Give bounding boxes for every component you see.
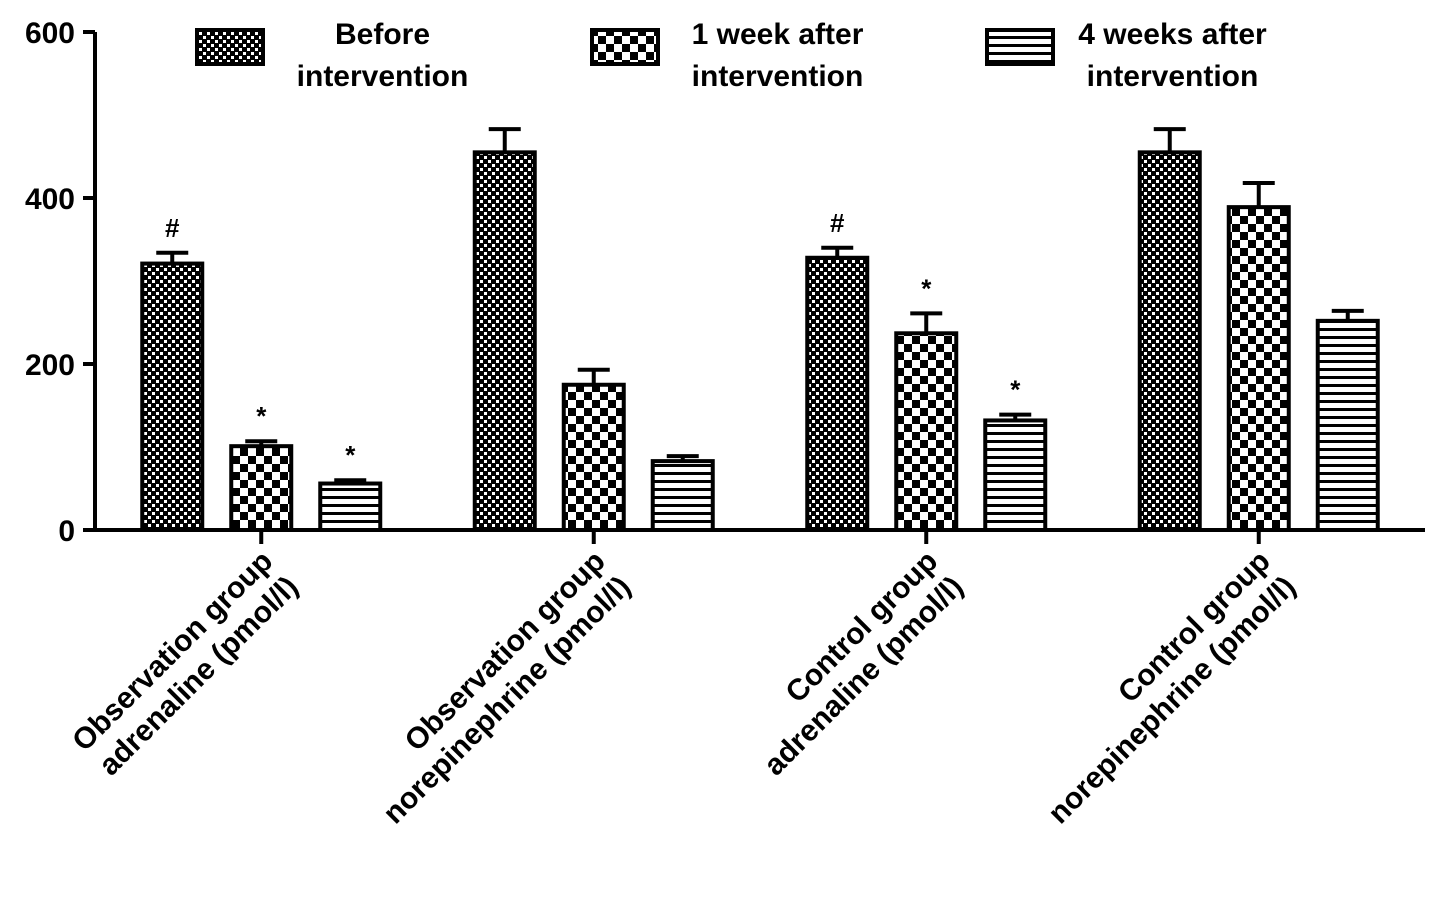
significance-mark: * bbox=[1010, 375, 1021, 405]
bar bbox=[1137, 150, 1202, 532]
significance-mark: # bbox=[830, 208, 845, 238]
bar bbox=[894, 331, 959, 533]
legend-swatch bbox=[985, 28, 1055, 66]
bar bbox=[805, 255, 870, 532]
significance-mark: # bbox=[165, 213, 180, 243]
bar bbox=[1315, 318, 1380, 532]
bar bbox=[561, 382, 626, 532]
bar bbox=[472, 150, 537, 532]
bar bbox=[229, 444, 294, 533]
y-tick-label: 0 bbox=[58, 515, 75, 548]
legend-item: 1 week after intervention bbox=[590, 14, 895, 98]
y-tick-label: 400 bbox=[25, 183, 75, 216]
significance-mark: * bbox=[921, 273, 932, 303]
legend-item: Before intervention bbox=[195, 14, 500, 98]
x-tick-label-line: norepinephrine (pmol/l) bbox=[377, 570, 637, 830]
legend-swatch bbox=[590, 28, 660, 66]
legend-swatch-rect bbox=[590, 28, 660, 66]
y-tick-label: 200 bbox=[25, 349, 75, 382]
legend-item: 4 weeks after intervention bbox=[985, 14, 1290, 98]
legend-label: 4 weeks after intervention bbox=[1078, 18, 1267, 93]
legend-swatch-rect bbox=[195, 28, 265, 66]
x-tick-label-line: Observation group bbox=[66, 545, 279, 758]
y-tick-label: 600 bbox=[25, 17, 75, 50]
legend-label: 1 week after intervention bbox=[691, 18, 864, 93]
legend-swatch bbox=[195, 28, 265, 66]
bar bbox=[983, 418, 1048, 532]
significance-mark: * bbox=[345, 440, 356, 470]
bar bbox=[1226, 205, 1291, 532]
significance-mark: * bbox=[256, 401, 267, 431]
x-tick-label-line: norepinephrine (pmol/l) bbox=[1042, 570, 1302, 830]
bar bbox=[318, 481, 383, 532]
x-tick-label-line: Observation group bbox=[399, 545, 612, 758]
legend-label: Before intervention bbox=[296, 18, 469, 93]
legend-swatch-rect bbox=[985, 28, 1055, 66]
bar bbox=[140, 261, 205, 532]
bar bbox=[650, 459, 715, 532]
